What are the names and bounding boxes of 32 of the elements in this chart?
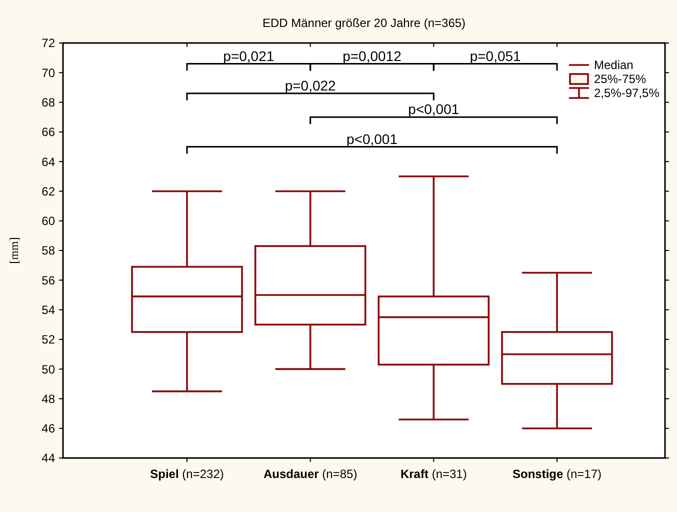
- y-tick-label: 68: [42, 95, 56, 110]
- y-tick-label: 70: [42, 66, 56, 80]
- y-tick-label: 44: [42, 451, 56, 466]
- y-tick-label: 50: [42, 362, 56, 376]
- y-axis-title: [mm]: [7, 237, 21, 264]
- y-tick-label: 72: [42, 36, 56, 50]
- x-tick-label: Kraft (n=31): [400, 467, 467, 481]
- legend-key: 25%-75%: [569, 72, 646, 86]
- y-tick-label: 54: [42, 302, 56, 317]
- annotation: p=0,021: [223, 48, 274, 64]
- y-tick-label: 66: [42, 125, 56, 140]
- x-tick-label: Spiel (n=232): [150, 467, 224, 481]
- annotation: p=0,022: [284, 77, 336, 94]
- y-tick-label: 48: [42, 392, 56, 406]
- y-tick-label: 60: [42, 214, 56, 228]
- x-tick-label: Sonstige (n=17): [512, 467, 602, 481]
- y-tick-label: 58: [42, 244, 56, 258]
- legend-key: Median: [569, 58, 634, 72]
- annotation: p<0,001: [346, 130, 398, 147]
- y-tick-label: 64: [42, 154, 56, 169]
- y-tick-label: 56: [42, 273, 56, 288]
- x-tick-label: Ausdauer (n=85): [263, 467, 358, 481]
- y-tick-label: 62: [42, 184, 56, 198]
- annotation: 25%-75%: [594, 72, 646, 86]
- annotation: p=0,0012: [342, 48, 402, 64]
- annotation: Median: [594, 58, 634, 72]
- y-tick-label: 46: [42, 422, 56, 436]
- annotation: p<0,001: [408, 101, 460, 118]
- annotation: 2,5%-97,5%: [594, 86, 660, 100]
- y-tick-label: 52: [42, 332, 56, 347]
- chart-title: EDD Männer größer 20 Jahre (n=365): [262, 16, 466, 30]
- annotation: p=0,051: [470, 48, 522, 64]
